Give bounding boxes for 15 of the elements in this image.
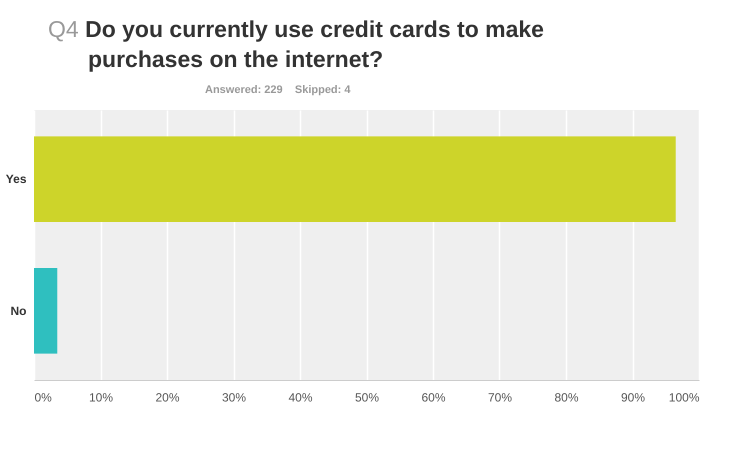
x-tick-label: 50% — [354, 390, 380, 404]
x-tick-label: 60% — [421, 390, 446, 404]
x-tick-label: 40% — [288, 390, 313, 404]
y-tick-label: No — [10, 304, 26, 318]
x-tick-label: 30% — [222, 390, 246, 404]
x-tick-label: 90% — [620, 390, 646, 404]
x-tick-label: 100% — [668, 390, 700, 404]
x-tick-label: 70% — [488, 390, 512, 404]
chart-subtitle: Answered: 229 Skipped: 4 — [205, 84, 352, 96]
x-tick-label: 80% — [554, 390, 579, 404]
x-tick-label: 0% — [34, 390, 52, 404]
x-tick-label: 20% — [155, 390, 180, 404]
chart-title: Q4 Do you currently use credit cards to make purchases on the internet? — [48, 15, 545, 74]
y-tick-label: Yes — [6, 172, 27, 186]
x-tick-label: 10% — [88, 390, 114, 404]
